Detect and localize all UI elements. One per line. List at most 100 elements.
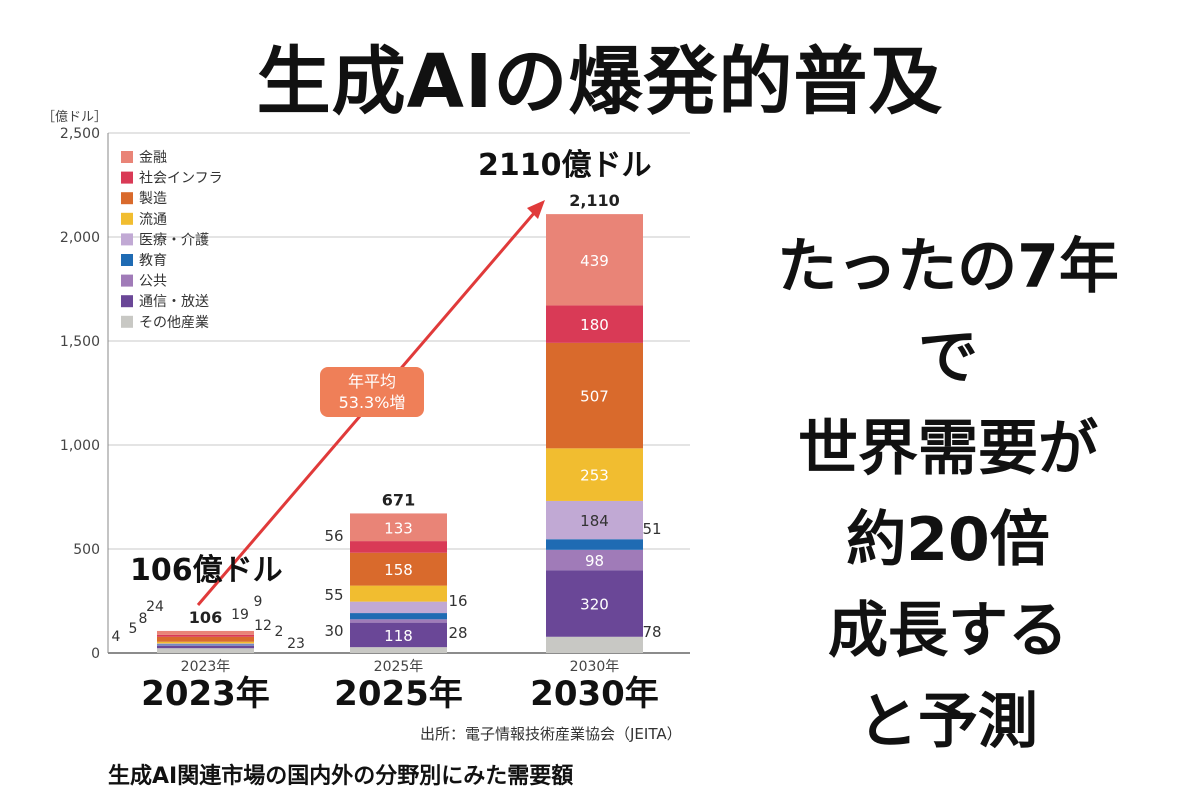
side-line-3: 約20倍 bbox=[846, 505, 1050, 575]
legend-swatch bbox=[121, 192, 133, 205]
legend-swatch bbox=[121, 254, 133, 266]
segment-value-label: 507 bbox=[580, 388, 609, 406]
bar-total-label: 106 bbox=[189, 608, 222, 627]
outside-value-label: 8 bbox=[139, 611, 148, 627]
outside-value-label: 51 bbox=[642, 520, 661, 538]
segment-value-label: 118 bbox=[384, 627, 413, 645]
legend-swatch bbox=[121, 274, 133, 287]
bar-segment bbox=[350, 513, 447, 542]
bar-segment bbox=[546, 448, 643, 501]
legend-label: 流通 bbox=[139, 212, 167, 228]
legend-label: その他産業 bbox=[139, 315, 209, 331]
legend-label: 金融 bbox=[139, 150, 167, 166]
bar-segment bbox=[350, 622, 447, 648]
bar-segment bbox=[546, 342, 643, 449]
outside-value-label: 24 bbox=[146, 599, 164, 615]
bar-segment bbox=[157, 630, 254, 635]
legend-label: 社会インフラ bbox=[139, 171, 223, 187]
bar-segment bbox=[350, 601, 447, 614]
legend-label: 教育 bbox=[139, 253, 167, 269]
outside-value-label: 23 bbox=[287, 636, 305, 652]
outside-value-label: 5 bbox=[129, 621, 138, 637]
chart-labels: 1062023年2023年1181581336712025年2025年32098… bbox=[112, 191, 662, 714]
outside-value-label: 12 bbox=[254, 618, 272, 634]
segment-value-label: 184 bbox=[580, 512, 609, 530]
bar-segment bbox=[546, 539, 643, 550]
bar-total-label: 2,110 bbox=[569, 191, 620, 210]
figure-caption: 生成AI関連市場の国内外の分野別にみた需要額 bbox=[108, 764, 574, 789]
side-message: たったの7年で 世界需要が 約20倍 成長する と予測 bbox=[748, 222, 1148, 768]
chart-annotations: 年平均 53.3%増 106億ドル 2110億ドル bbox=[130, 148, 652, 606]
outside-value-label: 55 bbox=[324, 586, 343, 604]
bar-segment bbox=[546, 500, 643, 540]
outside-value-label: 2 bbox=[275, 624, 284, 640]
side-line-5: と予測 bbox=[858, 687, 1038, 757]
y-tick-label: 0 bbox=[91, 646, 100, 662]
y-tick-label: 1,000 bbox=[60, 438, 100, 454]
legend-swatch bbox=[121, 171, 133, 184]
x-tick-label: 2023年 bbox=[181, 659, 231, 675]
segment-value-label: 98 bbox=[585, 552, 604, 570]
bar-segment bbox=[157, 645, 254, 649]
x-category-big-label: 2030年 bbox=[530, 674, 659, 714]
source-note: 出所：電子情報技術産業協会（JEITA） bbox=[420, 725, 682, 743]
segment-value-label: 133 bbox=[384, 519, 413, 537]
segment-value-label: 439 bbox=[580, 252, 609, 270]
x-category-big-label: 2023年 bbox=[141, 674, 270, 714]
legend-label: 製造 bbox=[139, 191, 167, 207]
growth-badge bbox=[320, 367, 424, 417]
outside-value-label: 4 bbox=[112, 629, 121, 645]
x-category-big-label: 2025年 bbox=[334, 674, 463, 714]
y-tick-label: 2,000 bbox=[60, 230, 100, 246]
segment-value-label: 320 bbox=[580, 595, 609, 613]
segment-value-label: 253 bbox=[580, 467, 609, 485]
y-tick-label: 2,500 bbox=[60, 126, 100, 142]
bar-segment bbox=[157, 645, 254, 646]
bar-segment bbox=[546, 549, 643, 571]
chart-bars bbox=[157, 214, 643, 653]
bar-segment bbox=[546, 214, 643, 306]
legend-swatch bbox=[121, 151, 133, 163]
bar-segment bbox=[157, 648, 254, 653]
outside-value-label: 30 bbox=[324, 622, 343, 640]
legend-swatch bbox=[121, 233, 133, 246]
x-tick-label: 2030年 bbox=[570, 659, 620, 675]
bar-segment bbox=[350, 541, 447, 553]
legend-swatch bbox=[121, 315, 133, 328]
side-line-4: 成長する bbox=[828, 596, 1068, 666]
outside-value-label: 19 bbox=[231, 607, 249, 623]
outside-value-label: 16 bbox=[448, 592, 467, 610]
bar-segment bbox=[157, 634, 254, 637]
x-tick-label: 2025年 bbox=[374, 659, 424, 675]
side-line-2: 世界需要が bbox=[798, 414, 1098, 484]
growth-badge-line2: 53.3%増 bbox=[339, 393, 406, 412]
bar-segment bbox=[350, 647, 447, 653]
bar-segment bbox=[350, 613, 447, 620]
y-unit-label: ［億ドル］ bbox=[42, 109, 107, 125]
segment-value-label: 180 bbox=[580, 316, 609, 334]
y-tick-label: 1,500 bbox=[60, 334, 100, 350]
bar-segment bbox=[157, 643, 254, 645]
bar-segment bbox=[157, 641, 254, 644]
bar-segment bbox=[546, 305, 643, 343]
bar-segment bbox=[350, 585, 447, 602]
legend-label: 医療・介護 bbox=[139, 231, 209, 248]
growth-arrow-head bbox=[527, 200, 545, 219]
segment-value-label: 158 bbox=[384, 561, 413, 579]
bar-segment bbox=[157, 636, 254, 642]
y-tick-label: 500 bbox=[73, 542, 100, 558]
bar-segment bbox=[350, 552, 447, 586]
outside-value-label: 28 bbox=[448, 624, 467, 642]
main-title: 生成AIの爆発的普及 bbox=[256, 39, 944, 125]
legend-label: 公共 bbox=[139, 274, 167, 290]
outside-value-label: 9 bbox=[254, 594, 263, 610]
bar-segment bbox=[546, 570, 643, 637]
bar-total-label: 671 bbox=[382, 490, 415, 509]
growth-badge-line1: 年平均 bbox=[348, 372, 396, 391]
legend-swatch bbox=[121, 212, 133, 225]
legend-swatch bbox=[121, 295, 133, 308]
outside-value-label: 56 bbox=[324, 527, 343, 545]
legend-label: 通信・放送 bbox=[139, 294, 209, 310]
